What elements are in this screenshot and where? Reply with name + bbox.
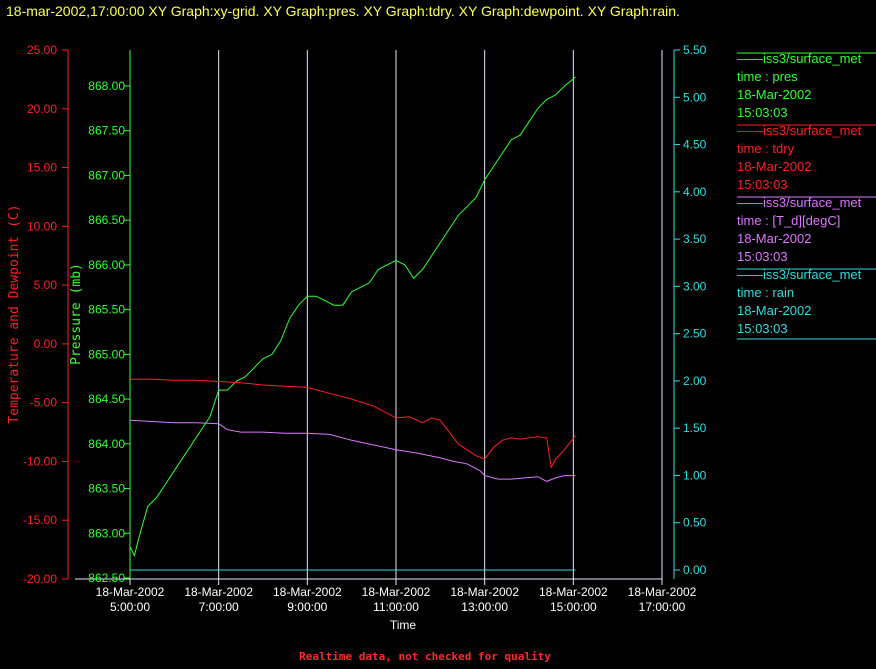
x-tick-date: 18-Mar-2002 [628, 585, 697, 599]
rain-tick-label: 4.00 [683, 185, 707, 199]
legend-name: ——iss3/surface_met [737, 51, 862, 66]
pressure-tick-label: 867.00 [88, 168, 125, 182]
temp-axis-label: Temperature and Dewpoint (C) [7, 204, 22, 423]
temp-tick-label: -20.00 [23, 572, 57, 586]
legend-field: time : pres [737, 69, 798, 84]
x-tick-time: 7:00:00 [199, 600, 239, 614]
rain-tick-label: 5.00 [683, 90, 707, 104]
x-tick-time: 9:00:00 [287, 600, 327, 614]
rain-tick-label: 2.00 [683, 374, 707, 388]
pressure-tick-label: 865.00 [88, 347, 125, 361]
rain-tick-label: 0.00 [683, 563, 707, 577]
legend-field: time : tdry [737, 141, 795, 156]
legend-time: 15:03:03 [737, 321, 788, 336]
temp-tick-label: -5.00 [30, 396, 58, 410]
pressure-tick-label: 864.50 [88, 392, 125, 406]
temp-tick-label: 5.00 [34, 278, 58, 292]
x-tick-date: 18-Mar-2002 [539, 585, 608, 599]
temp-tick-label: 0.00 [34, 337, 58, 351]
x-tick-date: 18-Mar-2002 [362, 585, 431, 599]
pressure-tick-label: 867.50 [88, 124, 125, 138]
pressure-tick-label: 868.00 [88, 79, 125, 93]
quality-notice: Realtime data, not checked for quality [299, 650, 551, 663]
temp-tick-label: 20.00 [27, 102, 57, 116]
legend-name: ——iss3/surface_met [737, 195, 862, 210]
pressure-tick-label: 866.50 [88, 213, 125, 227]
pressure-axis-label: Pressure (mb) [69, 263, 84, 365]
legend-time: 15:03:03 [737, 177, 788, 192]
x-tick-time: 13:00:00 [461, 600, 508, 614]
rain-tick-label: 1.50 [683, 421, 707, 435]
series-line-pres [129, 76, 576, 558]
pressure-tick-label: 863.50 [88, 482, 125, 496]
data-series [129, 76, 576, 571]
legend-date: 18-Mar-2002 [737, 159, 811, 174]
x-tick-date: 18-Mar-2002 [273, 585, 342, 599]
legend-field: time : [T_d][degC] [737, 213, 840, 228]
x-tick-time: 15:00:00 [550, 600, 597, 614]
pressure-tick-label: 865.50 [88, 303, 125, 317]
legend-name: ——iss3/surface_met [737, 267, 862, 282]
graph-title: 18-mar-2002,17:00:00 XY Graph:xy-grid. X… [6, 3, 680, 19]
pressure-tick-label: 864.00 [88, 437, 125, 451]
legend-date: 18-Mar-2002 [737, 87, 811, 102]
x-axis-label: Time [390, 618, 417, 632]
temp-tick-label: 25.00 [27, 43, 57, 57]
x-tick-date: 18-Mar-2002 [96, 585, 165, 599]
rain-tick-label: 4.50 [683, 138, 707, 152]
legend-field: time : rain [737, 285, 794, 300]
legend-time: 15:03:03 [737, 249, 788, 264]
pressure-tick-label: 866.00 [88, 258, 125, 272]
rain-tick-label: 2.50 [683, 327, 707, 341]
legend-date: 18-Mar-2002 [737, 231, 811, 246]
axes: 18-Mar-20025:00:0018-Mar-20027:00:0018-M… [7, 43, 707, 632]
legend-time: 15:03:03 [737, 105, 788, 120]
temp-tick-label: -10.00 [23, 454, 57, 468]
pressure-tick-label: 863.00 [88, 526, 125, 540]
series-line-dewpoint [129, 419, 576, 482]
x-tick-date: 18-Mar-2002 [184, 585, 253, 599]
series-line-tdry [130, 378, 576, 469]
legend-name: ——iss3/surface_met [737, 123, 862, 138]
rain-tick-label: 0.50 [683, 516, 707, 530]
rain-tick-label: 3.00 [683, 279, 707, 293]
rain-tick-label: 1.00 [683, 468, 707, 482]
legend-date: 18-Mar-2002 [737, 303, 811, 318]
temp-tick-label: -15.00 [23, 513, 57, 527]
rain-tick-label: 5.50 [683, 43, 707, 57]
x-tick-time: 17:00:00 [639, 600, 686, 614]
grid-lines [218, 50, 663, 579]
x-tick-date: 18-Mar-2002 [450, 585, 519, 599]
pressure-tick-label: 862.50 [88, 571, 125, 585]
temp-tick-label: 15.00 [27, 161, 57, 175]
rain-tick-label: 3.50 [683, 232, 707, 246]
x-tick-time: 11:00:00 [373, 600, 419, 614]
temp-tick-label: 10.00 [27, 219, 57, 233]
x-tick-time: 5:00:00 [110, 600, 150, 614]
